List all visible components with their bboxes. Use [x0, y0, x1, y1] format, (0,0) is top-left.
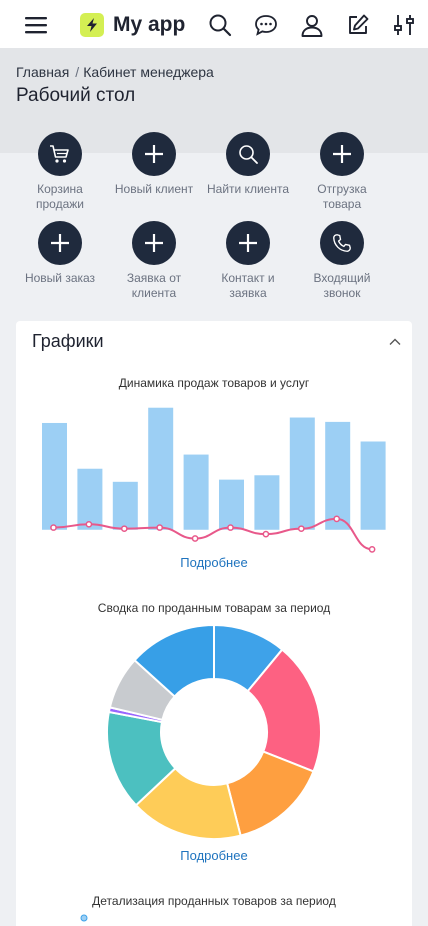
sliders-icon[interactable] — [391, 12, 417, 38]
quick-action-label: Входящий звонок — [313, 271, 371, 300]
breadcrumb-home[interactable]: Главная — [16, 64, 70, 80]
quick-action-new-client[interactable]: Новый клиент — [109, 132, 199, 197]
sales-bar[interactable] — [360, 441, 386, 530]
summary-chart-more-link[interactable]: Подробнее — [180, 848, 248, 863]
lightning-icon — [80, 13, 104, 37]
search-icon[interactable] — [207, 12, 233, 38]
sales-chart-more-link[interactable]: Подробнее — [180, 555, 248, 570]
sales-trend-line — [53, 517, 373, 551]
sales-bar[interactable] — [219, 479, 244, 530]
sales-trend-point[interactable] — [120, 525, 128, 533]
details-chart — [80, 914, 88, 922]
quick-action-label: Заявка от клиента — [126, 271, 182, 300]
plus-icon — [320, 132, 364, 176]
quick-action-incoming-call[interactable]: Входящий звонок — [297, 221, 387, 301]
sales-dynamics-chart — [42, 407, 386, 553]
sales-bar[interactable] — [325, 421, 351, 530]
summary-donut-chart — [106, 623, 322, 840]
sales-trend-point[interactable] — [227, 524, 234, 531]
charts-card: Графики Динамика продаж товаров и услуг … — [16, 321, 412, 926]
phone-icon — [320, 221, 364, 265]
sales-bar[interactable] — [148, 407, 174, 530]
menu-icon[interactable] — [23, 12, 49, 38]
quick-action-find-client[interactable]: Найти клиента — [203, 132, 293, 197]
quick-action-label: Новый заказ — [24, 271, 96, 285]
quick-action-contact-request[interactable]: Контакт и заявка — [203, 221, 293, 301]
breadcrumb: Главная / Кабинет менеджера — [16, 64, 214, 80]
quick-action-client-request[interactable]: Заявка от клиента — [109, 221, 199, 301]
sales-bar[interactable] — [289, 417, 315, 530]
sales-trend-point[interactable] — [368, 546, 376, 553]
quick-action-new-order[interactable]: Новый заказ — [15, 221, 105, 286]
cart-icon — [38, 132, 82, 176]
sales-bar[interactable] — [112, 481, 138, 530]
quick-action-sales-cart[interactable]: Корзина продажи — [15, 132, 105, 212]
app-name: My app — [113, 13, 186, 36]
sales-trend-point[interactable] — [50, 524, 57, 531]
edit-icon[interactable] — [345, 12, 371, 38]
plus-icon — [38, 221, 82, 265]
app-brand[interactable]: My app — [80, 12, 185, 38]
sales-bar[interactable] — [254, 475, 280, 530]
breadcrumb-separator: / — [75, 64, 80, 80]
top-bar: My app — [0, 0, 428, 49]
quick-action-label: Отгрузка товара — [317, 182, 367, 211]
donut-slice[interactable] — [133, 623, 215, 698]
sales-trend-point[interactable] — [191, 535, 199, 542]
sales-trend-point[interactable] — [85, 520, 93, 528]
plus-icon — [132, 132, 176, 176]
sales-chart-title: Динамика продаж товаров и услуг — [118, 376, 310, 390]
sales-bar[interactable] — [42, 422, 67, 530]
quick-action-label: Контакт и заявка — [221, 271, 275, 300]
donut-slice[interactable] — [246, 648, 322, 773]
quick-action-label: Найти клиента — [206, 182, 289, 196]
chevron-up-icon[interactable] — [388, 335, 402, 349]
summary-chart-title: Сводка по проданным товарам за период — [97, 601, 331, 615]
sales-trend-point[interactable] — [156, 524, 164, 531]
plus-icon — [132, 221, 176, 265]
breadcrumb-current: Кабинет менеджера — [83, 64, 214, 80]
quick-action-label: Новый клиент — [114, 182, 194, 196]
page-title: Рабочий стол — [16, 85, 136, 106]
sales-bar[interactable] — [183, 454, 209, 530]
sales-trend-point[interactable] — [333, 515, 341, 523]
chat-icon[interactable] — [253, 12, 279, 38]
quick-action-label: Корзина продажи — [36, 182, 84, 211]
sales-bar[interactable] — [77, 468, 103, 530]
quick-action-shipment[interactable]: Отгрузка товара — [297, 132, 387, 212]
charts-card-title: Графики — [32, 331, 104, 351]
details-chart-title: Детализация проданных товаров за период — [92, 894, 336, 908]
search-icon — [226, 132, 270, 176]
user-icon[interactable] — [299, 12, 325, 38]
sales-trend-point[interactable] — [262, 530, 270, 538]
details-chart-point — [80, 914, 88, 922]
sales-trend-point[interactable] — [297, 525, 305, 533]
plus-icon — [226, 221, 270, 265]
